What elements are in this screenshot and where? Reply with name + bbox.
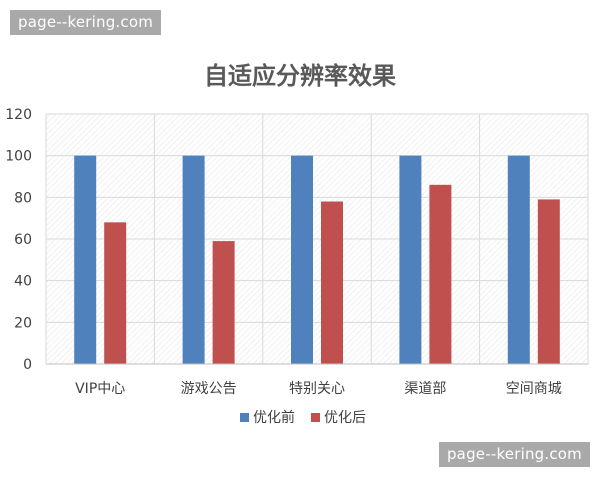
legend-label-0: 优化前	[253, 409, 295, 426]
legend-swatch-0	[240, 413, 249, 422]
bar-before-3	[399, 155, 422, 364]
y-tick-label: 80	[14, 190, 32, 206]
bar-after-1	[212, 241, 235, 364]
legend: 优化前 优化后	[240, 409, 366, 426]
y-tick-label: 20	[14, 315, 32, 331]
watermark-top: page--kering.com	[10, 10, 162, 35]
bar-after-2	[321, 201, 343, 364]
x-category-label: 特别关心	[289, 381, 345, 397]
bar-after-4	[537, 199, 560, 364]
bar-before-0	[74, 155, 97, 364]
y-tick-label: 60	[14, 232, 32, 248]
watermark-bottom: page--kering.com	[438, 442, 590, 467]
legend-swatch-1	[311, 413, 320, 422]
gridlines	[45, 113, 589, 365]
y-tick-label: 120	[5, 107, 32, 123]
x-category-label: 渠道部	[404, 381, 446, 397]
y-tick-label: 100	[5, 149, 32, 165]
bar-before-4	[507, 155, 530, 364]
x-category-label: 空间商城	[506, 381, 562, 397]
x-category-label: 游戏公告	[181, 381, 237, 397]
bar-before-2	[291, 155, 313, 364]
bars	[74, 155, 560, 364]
chart-title: 自适应分辨率效果	[204, 62, 396, 90]
x-category-label: VIP中心	[75, 381, 125, 397]
bar-after-0	[104, 222, 127, 364]
bar-after-3	[429, 184, 452, 364]
y-tick-label: 40	[14, 274, 32, 290]
axes: 0 20 40 60 80 100 120 VIP中心 游戏公告 特别关心 渠道部 空间商城	[5, 107, 588, 397]
legend-label-1: 优化后	[324, 410, 366, 426]
bar-before-1	[182, 155, 205, 364]
y-tick-label: 0	[23, 357, 32, 373]
